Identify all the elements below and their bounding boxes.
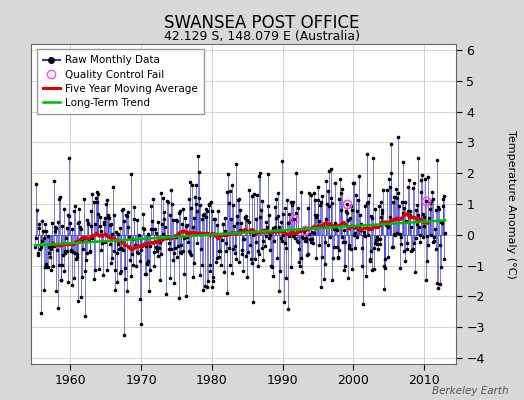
Text: SWANSEA POST OFFICE: SWANSEA POST OFFICE <box>165 14 359 32</box>
Text: Berkeley Earth: Berkeley Earth <box>432 386 508 396</box>
Y-axis label: Temperature Anomaly (°C): Temperature Anomaly (°C) <box>506 130 516 278</box>
Legend: Raw Monthly Data, Quality Control Fail, Five Year Moving Average, Long-Term Tren: Raw Monthly Data, Quality Control Fail, … <box>37 49 204 114</box>
Text: 42.129 S, 148.079 E (Australia): 42.129 S, 148.079 E (Australia) <box>164 30 360 43</box>
